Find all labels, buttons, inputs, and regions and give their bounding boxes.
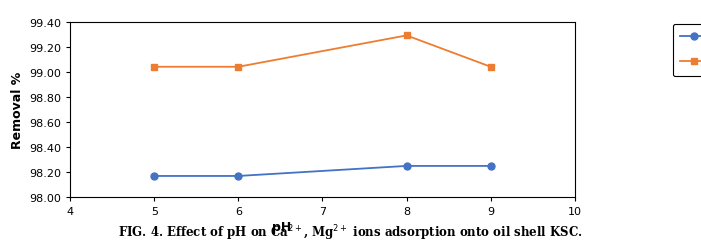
Mg2+	[486, 66, 495, 69]
Mg2+	[234, 66, 243, 69]
Line: Mg2+: Mg2+	[151, 33, 494, 71]
Y-axis label: Removal %: Removal %	[11, 72, 24, 148]
Mg2+	[150, 66, 158, 69]
Text: FIG. 4. Effect of pH on Ca$^{2+}$, Mg$^{2+}$ ions adsorption onto oil shell KSC.: FIG. 4. Effect of pH on Ca$^{2+}$, Mg$^{…	[118, 223, 583, 242]
Legend: Ca2+, Mg2+: Ca2+, Mg2+	[672, 25, 701, 77]
Ca2+	[402, 165, 411, 168]
Ca2+	[486, 165, 495, 168]
Ca2+	[234, 175, 243, 178]
Line: Ca2+: Ca2+	[151, 163, 494, 180]
Ca2+	[150, 175, 158, 178]
X-axis label: pH: pH	[273, 220, 292, 233]
Mg2+	[402, 35, 411, 38]
